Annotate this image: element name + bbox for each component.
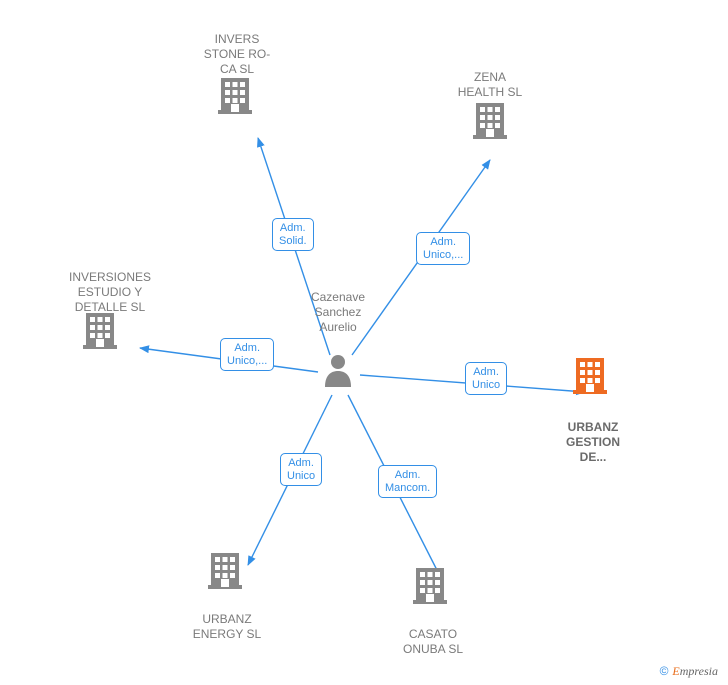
building-icon[interactable]	[413, 566, 447, 609]
node-label[interactable]: INVERS STONE RO- CA SL	[182, 32, 292, 77]
brand-rest: mpresia	[680, 664, 718, 678]
edge-badge: Adm. Unico,...	[416, 232, 470, 265]
edge-badge: Adm. Unico,...	[220, 338, 274, 371]
node-label[interactable]: CASATO ONUBA SL	[378, 627, 488, 657]
node-label[interactable]: ZENA HEALTH SL	[435, 70, 545, 100]
edge-badge: Adm. Unico	[280, 453, 322, 486]
building-icon[interactable]	[218, 76, 252, 119]
node-label[interactable]: INVERSIONES ESTUDIO Y DETALLE SL	[55, 270, 165, 315]
person-icon	[323, 353, 353, 392]
edge-badge: Adm. Solid.	[272, 218, 314, 251]
node-label[interactable]: URBANZ ENERGY SL	[172, 612, 282, 642]
node-label[interactable]: URBANZ GESTION DE...	[538, 420, 648, 465]
building-icon[interactable]	[208, 551, 242, 594]
building-icon[interactable]	[473, 101, 507, 144]
edge-badge: Adm. Mancom.	[378, 465, 437, 498]
center-label: Cazenave Sanchez Aurelio	[283, 290, 393, 335]
edge-badge: Adm. Unico	[465, 362, 507, 395]
copyright: ©Empresia	[660, 664, 718, 679]
building-icon[interactable]	[83, 311, 117, 354]
brand-e: E	[672, 664, 679, 678]
building-icon[interactable]	[573, 356, 607, 399]
copyright-symbol: ©	[660, 664, 669, 678]
